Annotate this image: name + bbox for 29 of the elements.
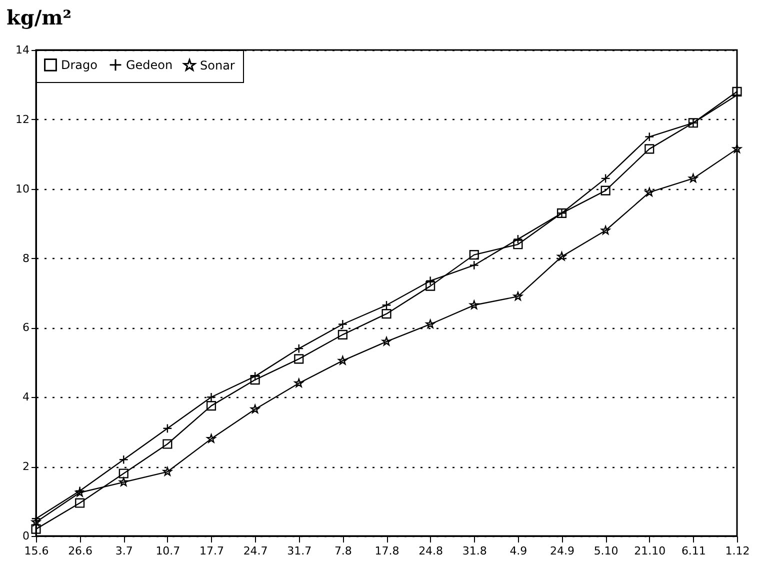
- y-tick-label: 10: [16, 182, 30, 196]
- x-tick-label: 4.9: [510, 544, 528, 558]
- x-tick-label: 24.7: [243, 544, 268, 558]
- x-tick-label: 21.10: [634, 544, 666, 558]
- y-tick-label: 12: [16, 112, 30, 126]
- x-tick-label: 31.7: [287, 544, 312, 558]
- y-tick-label: 8: [22, 252, 30, 265]
- x-tick-label: 6.11: [681, 544, 706, 558]
- x-tick-label: 24.8: [418, 544, 444, 558]
- y-axis-title: kg/m²: [6, 6, 72, 30]
- y-tick-label: 6: [22, 321, 30, 334]
- x-tick-label: 5.10: [594, 544, 618, 558]
- y-tick-label: 14: [16, 44, 30, 56]
- y-tick-label: 0: [22, 530, 30, 542]
- x-tick-label: 31.8: [462, 544, 487, 558]
- x-tick-label: 7.8: [334, 544, 352, 558]
- y-tick-label: 2: [22, 460, 30, 474]
- x-tick-label: 10.7: [156, 544, 180, 558]
- legend-label: Drago: [61, 58, 98, 72]
- x-tick-label: 3.7: [115, 544, 133, 558]
- x-tick-label: 26.6: [68, 544, 93, 558]
- x-tick-label: 15.6: [24, 544, 49, 558]
- y-tick-label: 4: [22, 390, 30, 404]
- x-tick-label: 24.9: [550, 544, 574, 558]
- x-tick-label: 17.8: [374, 544, 400, 558]
- x-tick-label: 17.7: [200, 544, 224, 558]
- legend-label: Sonar: [200, 58, 235, 72]
- x-tick-label: 1.12: [725, 544, 750, 558]
- legend-label: Gedeon: [126, 58, 173, 72]
